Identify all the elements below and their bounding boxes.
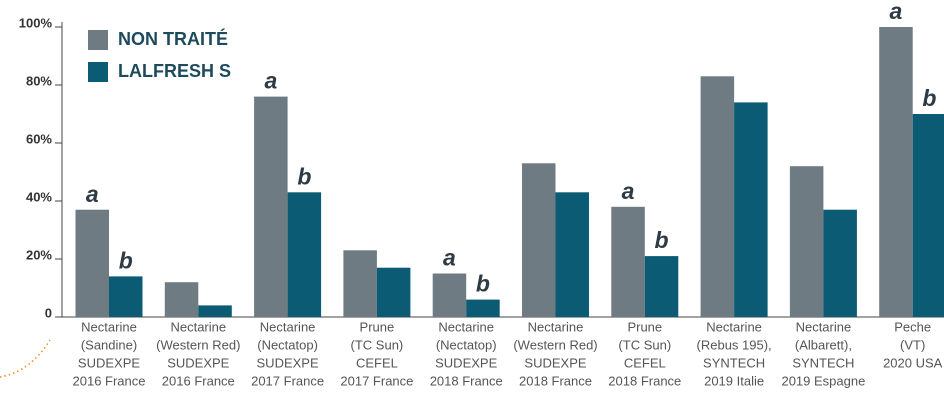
x-tick-label: (TC Sun) (351, 337, 404, 352)
x-tick-label: CEFEL (356, 355, 398, 370)
x-tick-label: 2019 Espagne (781, 373, 865, 388)
x-tick-label: Prune (360, 319, 395, 334)
bar (164, 282, 199, 317)
x-tick-label: 2017 France (251, 373, 324, 388)
x-tick-label: (Western Red) (156, 337, 240, 352)
x-tick-label: (TC Sun) (618, 337, 671, 352)
x-tick-label: Prune (627, 319, 662, 334)
decoration (0, 339, 51, 378)
bar (376, 267, 411, 317)
bar (789, 166, 824, 317)
bar (912, 114, 944, 317)
x-tick-label: 2016 France (162, 373, 235, 388)
x-tick-label: Nectarine (706, 319, 762, 334)
bar (522, 163, 556, 317)
x-tick-label: Nectarine (170, 319, 226, 334)
bar (466, 299, 500, 317)
x-tick-label: Nectarine (81, 319, 137, 334)
significance-letter: a (264, 68, 277, 94)
y-tick-label: 80% (26, 73, 52, 88)
significance-letter: a (890, 0, 903, 24)
significance-letter: a (443, 245, 456, 271)
y-tick-label: 20% (26, 247, 52, 262)
x-tick-label: (Sandine) (81, 337, 137, 352)
bar (555, 192, 589, 317)
y-tick-label: 40% (26, 189, 52, 204)
significance-letter: b (476, 271, 490, 297)
significance-letter: b (922, 85, 936, 111)
x-tick-label: SUDEXPE (167, 355, 229, 370)
x-tick-label: 2020 USA (883, 355, 943, 370)
legend-swatch (88, 62, 108, 82)
x-tick-label: (Nectatop) (257, 337, 318, 352)
x-tick-label: Nectarine (260, 319, 316, 334)
x-tick-label: 2016 France (73, 373, 146, 388)
x-tick-label: (Western Red) (513, 337, 597, 352)
x-tick-label: 2018 France (519, 373, 592, 388)
x-tick-label: SUDEXPE (524, 355, 586, 370)
legend-swatch (88, 30, 108, 50)
x-tick-label: SUDEXPE (78, 355, 140, 370)
y-tick-label: 100% (19, 15, 53, 30)
x-tick-label: Peche (894, 319, 931, 334)
x-tick-label: (Rebus 195), (697, 337, 772, 352)
x-tick-label: Nectarine (438, 319, 494, 334)
y-tick-label: 60% (26, 131, 52, 146)
significance-letter: a (622, 178, 635, 204)
bar (109, 276, 143, 317)
bar (611, 206, 645, 317)
significance-letter: b (655, 227, 669, 253)
bar (734, 102, 768, 318)
legend-label: NON TRAITÉ (118, 28, 228, 49)
significance-letter: b (297, 163, 311, 189)
x-tick-label: 2018 France (430, 373, 503, 388)
bar (75, 209, 109, 317)
bar (287, 192, 322, 317)
bar (823, 209, 857, 317)
x-tick-label: 2018 France (608, 373, 681, 388)
bar (432, 273, 467, 317)
bar (198, 305, 232, 317)
bar (700, 76, 735, 317)
x-tick-label: (Nectatop) (436, 337, 497, 352)
x-tick-label: SYNTECH (703, 355, 765, 370)
x-tick-label: Nectarine (528, 319, 584, 334)
x-tick-label: 2017 France (340, 373, 413, 388)
bar (254, 96, 288, 317)
bar (879, 27, 913, 317)
x-tick-label: 2019 Italie (704, 373, 764, 388)
x-tick-label: SUDEXPE (257, 355, 319, 370)
x-tick-label: SYNTECH (792, 355, 854, 370)
legend-label: LALFRESH S (118, 61, 231, 81)
x-tick-label: (Albarett), (795, 337, 852, 352)
x-tick-label: CEFEL (624, 355, 666, 370)
x-tick-label: SUDEXPE (435, 355, 497, 370)
significance-letter: a (86, 181, 99, 207)
x-tick-label: Nectarine (796, 319, 852, 334)
bar (343, 250, 377, 317)
y-tick-label: 0 (45, 305, 52, 320)
bar (644, 256, 679, 317)
x-tick-label: (VT) (900, 337, 925, 352)
significance-letter: b (119, 247, 133, 273)
